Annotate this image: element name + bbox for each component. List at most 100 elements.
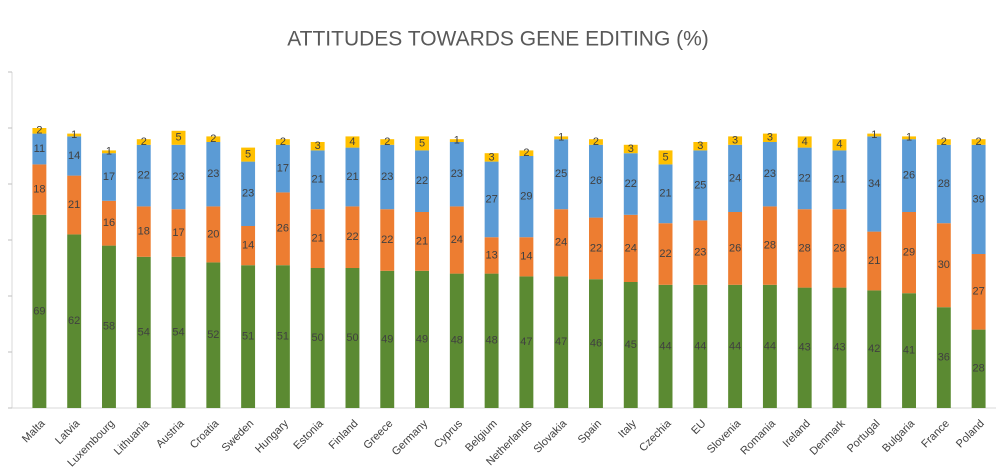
x-tick-label: Cyprus	[432, 417, 465, 450]
bar-segment	[693, 150, 708, 221]
value-label: 17	[103, 171, 115, 183]
bar-segment	[32, 214, 47, 408]
value-label: 1	[558, 132, 564, 144]
bar-segment	[310, 150, 325, 210]
value-label: 14	[68, 150, 80, 162]
x-tick-label: Slovakia	[531, 417, 570, 456]
chart-title: ATTITUDES TOWARDS GENE EDITING (%)	[287, 28, 709, 51]
bar-segment	[832, 287, 847, 408]
value-label: 2	[593, 136, 599, 148]
value-label: 23	[764, 168, 776, 180]
value-label: 3	[767, 132, 773, 144]
value-label: 21	[346, 171, 358, 183]
bar-segment	[623, 282, 638, 408]
bar-segment	[658, 164, 673, 224]
bar-segment	[345, 147, 360, 207]
value-label: 45	[625, 339, 637, 351]
bar-segment	[32, 164, 47, 215]
bar-segment	[415, 212, 429, 271]
bar-segment	[32, 133, 47, 165]
x-tick-label: Croatia	[188, 417, 222, 451]
bar-segment	[867, 136, 882, 232]
bar-segment	[832, 150, 847, 210]
x-tick-label: Italy	[616, 417, 639, 440]
bar-segment	[206, 262, 221, 408]
value-label: 47	[555, 336, 567, 348]
value-label: 22	[416, 175, 428, 187]
value-label: 26	[277, 223, 289, 235]
bar-segment	[102, 200, 116, 246]
x-tick-label: Germany	[390, 417, 431, 458]
bar-segment	[275, 144, 290, 193]
value-label: 21	[416, 235, 428, 247]
value-label: 23	[694, 247, 706, 259]
bar-segment	[136, 206, 151, 257]
value-label: 2	[384, 136, 390, 148]
value-label: 21	[868, 255, 880, 267]
value-label: 1	[106, 146, 112, 158]
bar-segment	[693, 220, 708, 285]
value-label: 39	[972, 193, 984, 205]
value-label: 54	[138, 326, 150, 338]
value-label: 5	[419, 137, 425, 149]
bar-segment	[275, 139, 290, 145]
bar-segment	[728, 212, 743, 285]
value-label: 28	[764, 240, 776, 252]
bar-segment	[275, 265, 290, 408]
value-label: 3	[697, 140, 703, 152]
bar-segment	[589, 217, 603, 280]
value-label: 23	[451, 168, 463, 180]
bar-segment	[171, 130, 186, 145]
bar-segment	[797, 136, 812, 148]
bar-segment	[380, 144, 395, 210]
bar-segment	[867, 290, 882, 408]
bar-segment	[449, 139, 464, 142]
value-label: 62	[68, 315, 80, 327]
bar-segment	[797, 147, 812, 210]
value-label: 2	[523, 147, 529, 159]
bar-segment	[171, 256, 186, 408]
bar-segment	[484, 273, 499, 408]
value-label: 21	[659, 188, 671, 200]
value-label: 30	[938, 259, 950, 271]
value-label: 50	[346, 332, 358, 344]
value-label: 43	[833, 342, 845, 354]
bar-segment	[554, 209, 569, 277]
value-label: 28	[799, 242, 811, 254]
bar-segment	[728, 144, 743, 212]
value-label: 28	[938, 178, 950, 190]
bar-segment	[902, 136, 916, 140]
bar-segment	[971, 139, 986, 145]
value-label: 2	[280, 136, 286, 148]
bar-segment	[797, 209, 812, 288]
bar-segment	[310, 142, 325, 151]
value-label: 51	[277, 331, 289, 343]
bar-segment	[902, 139, 916, 212]
bar-segment	[762, 206, 777, 285]
value-label: 17	[172, 227, 184, 239]
bar-segment	[310, 268, 325, 408]
bar-segment	[171, 144, 186, 210]
x-tick-label: Poland	[954, 418, 987, 451]
bar-segment	[832, 139, 847, 151]
bar-segment	[762, 284, 777, 408]
bar-segment	[449, 273, 464, 408]
bar-segment	[519, 237, 534, 277]
value-label: 22	[590, 242, 602, 254]
x-tick-label: Finland	[327, 418, 361, 452]
value-label: 51	[242, 331, 254, 343]
bar-segment	[102, 153, 116, 201]
value-label: 28	[972, 363, 984, 375]
bar-segment	[658, 284, 673, 408]
value-label: 24	[625, 242, 637, 254]
bar-segment	[206, 142, 221, 207]
value-label: 22	[138, 170, 150, 182]
bar-segment	[415, 150, 429, 212]
value-label: 3	[628, 143, 634, 155]
value-label: 34	[868, 178, 880, 190]
value-label: 4	[836, 139, 842, 151]
value-label: 3	[489, 151, 495, 163]
value-label: 1	[871, 129, 877, 141]
bar-segment	[728, 136, 743, 145]
x-tick-label: Sweden	[220, 418, 257, 455]
